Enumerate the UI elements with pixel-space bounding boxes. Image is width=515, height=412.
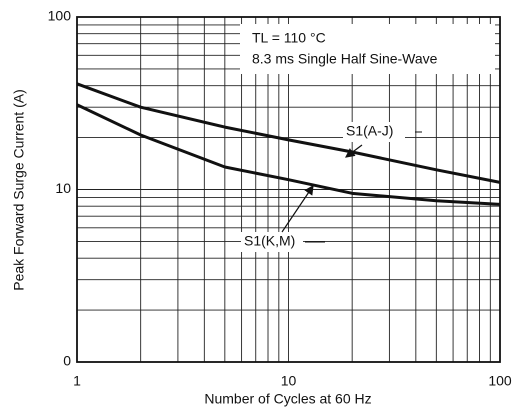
series-line — [76, 82, 501, 184]
series-label: S1(K,M) — [244, 233, 295, 249]
series-label: S1(A-J) — [346, 123, 393, 139]
annotation-box — [240, 24, 495, 74]
y-tick-label: 10 — [55, 180, 71, 196]
x-tick-label: 100 — [488, 373, 512, 389]
x-tick-label: 1 — [73, 373, 81, 389]
waveform: 8.3 ms Single Half Sine-Wave — [252, 51, 438, 67]
y-tick-label: 100 — [48, 8, 72, 24]
x-tick-label: 10 — [281, 373, 297, 389]
condition: TL = 110 °C — [252, 30, 326, 46]
x-axis-label: Number of Cycles at 60 Hz — [204, 391, 371, 407]
label-background — [241, 232, 303, 252]
y-axis-label: Peak Forward Surge Current (A) — [11, 89, 27, 291]
leader-arrow — [281, 185, 314, 233]
series-line — [76, 103, 501, 206]
label-background — [343, 122, 405, 142]
leader-arrow — [345, 144, 363, 158]
plot-frame — [76, 16, 501, 363]
y-tick-label: 0 — [63, 353, 71, 369]
